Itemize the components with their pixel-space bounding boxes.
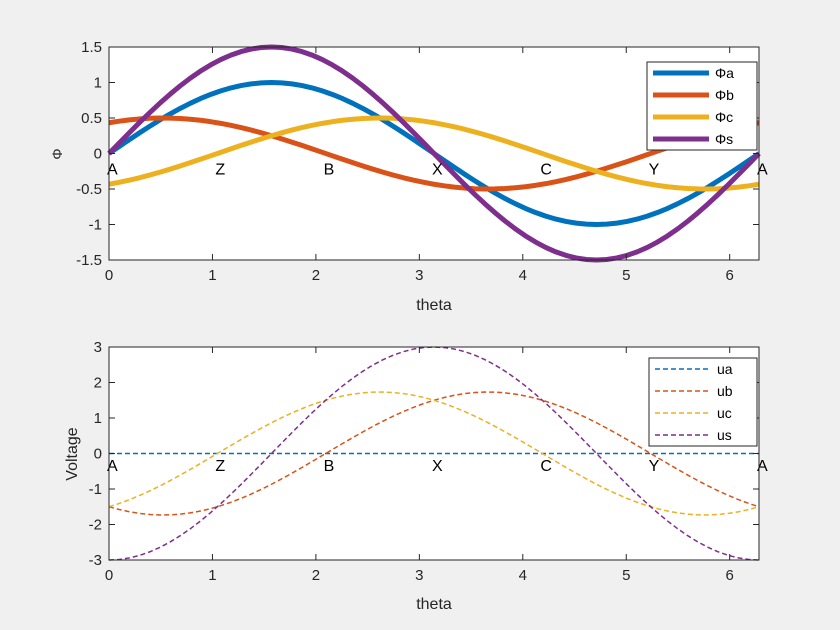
flux-series-Φs-line bbox=[107, 44, 761, 263]
voltage-annotation-A: A bbox=[107, 458, 118, 475]
flux-y-tick-label: 0.5 bbox=[81, 110, 102, 127]
flux-legend: Φa Φb Φc Φs bbox=[646, 61, 758, 151]
flux-y-tick-label: 1 bbox=[94, 75, 102, 92]
voltage-y-tick-label: 3 bbox=[94, 339, 102, 356]
voltage-y-tick-label: -1 bbox=[89, 481, 102, 498]
voltage-x-tick-label: 6 bbox=[726, 567, 734, 584]
flux-x-tick-label: 1 bbox=[208, 267, 216, 284]
flux-annotation-Y: Y bbox=[649, 162, 660, 179]
flux-legend-label-Φs: Φs bbox=[715, 131, 733, 147]
flux-y-tick-label: -1.5 bbox=[76, 252, 102, 269]
voltage-legend-label-uc: uc bbox=[717, 405, 732, 421]
flux-annotation-B: B bbox=[324, 162, 335, 179]
flux-series-Φb-line bbox=[108, 115, 760, 192]
voltage-legend-label-ua: ua bbox=[717, 361, 733, 377]
voltage-y-tick-label: -2 bbox=[89, 517, 102, 534]
voltage-annotation-Y: Y bbox=[649, 458, 660, 475]
flux-y-tick-label: 1.5 bbox=[81, 39, 102, 56]
voltage-annotation-Z: Z bbox=[215, 458, 225, 475]
voltage-legend-label-ub: ub bbox=[717, 383, 733, 399]
flux-legend-label-Φb: Φb bbox=[715, 87, 734, 103]
voltage-x-tick-label: 5 bbox=[622, 567, 630, 584]
voltage-annotation-C: C bbox=[540, 458, 552, 475]
flux-series-Φc-line bbox=[108, 115, 760, 192]
flux-y-tick-label: -0.5 bbox=[76, 181, 102, 198]
flux-annotation-X: X bbox=[432, 162, 443, 179]
voltage-x-tick-label: 1 bbox=[208, 567, 216, 584]
voltage-y-tick-label: 0 bbox=[94, 446, 102, 463]
voltage-y-tick-label: 1 bbox=[94, 410, 102, 427]
flux-annotation-C: C bbox=[540, 162, 552, 179]
voltage-legend: ua ub uc us bbox=[648, 357, 758, 447]
flux-ticks: 0 1 2 3 4 5 6 -1.5 -1 -0.5 0 0.5 1 1.5 bbox=[76, 39, 759, 284]
voltage-x-axis-label: theta bbox=[416, 596, 452, 613]
flux-x-axis-label: theta bbox=[416, 297, 452, 314]
flux-x-tick-label: 6 bbox=[726, 267, 734, 284]
voltage-x-tick-label: 4 bbox=[519, 567, 527, 584]
flux-legend-label-Φa: Φa bbox=[715, 65, 734, 81]
voltage-annotation-B: B bbox=[324, 458, 335, 475]
flux-annotation-Z: Z bbox=[215, 162, 225, 179]
voltage-lines bbox=[108, 346, 760, 561]
flux-x-tick-label: 3 bbox=[415, 267, 423, 284]
flux-legend-label-Φc: Φc bbox=[715, 109, 733, 125]
voltage-annotation-X: X bbox=[432, 458, 443, 475]
flux-y-tick-label: -1 bbox=[89, 217, 102, 234]
voltage-y-tick-label: -3 bbox=[89, 552, 102, 569]
voltage-y-tick-label: 2 bbox=[94, 375, 102, 392]
voltage-series-us-line bbox=[108, 346, 760, 561]
voltage-x-tick-label: 0 bbox=[105, 567, 113, 584]
flux-annotation-A: A bbox=[107, 162, 118, 179]
voltage-annotation-A: A bbox=[757, 458, 768, 475]
voltage-x-tick-label: 3 bbox=[415, 567, 423, 584]
voltage-legend-box bbox=[648, 357, 758, 447]
flux-x-tick-label: 4 bbox=[519, 267, 527, 284]
flux-y-tick-label: 0 bbox=[94, 146, 102, 163]
voltage-ticks: 0 1 2 3 4 5 6 -3 -2 -1 0 1 2 3 bbox=[89, 339, 759, 584]
flux-lines bbox=[107, 44, 761, 263]
flux-y-axis-label: Φ bbox=[49, 148, 65, 159]
voltage-legend-label-us: us bbox=[717, 427, 732, 443]
flux-x-tick-label: 0 bbox=[105, 267, 113, 284]
flux-legend-box bbox=[646, 61, 758, 151]
voltage-x-tick-label: 2 bbox=[312, 567, 320, 584]
flux-x-tick-label: 2 bbox=[312, 267, 320, 284]
voltage-y-axis-label: Voltage bbox=[64, 427, 81, 480]
flux-annotation-A: A bbox=[757, 162, 768, 179]
flux-x-tick-label: 5 bbox=[622, 267, 630, 284]
